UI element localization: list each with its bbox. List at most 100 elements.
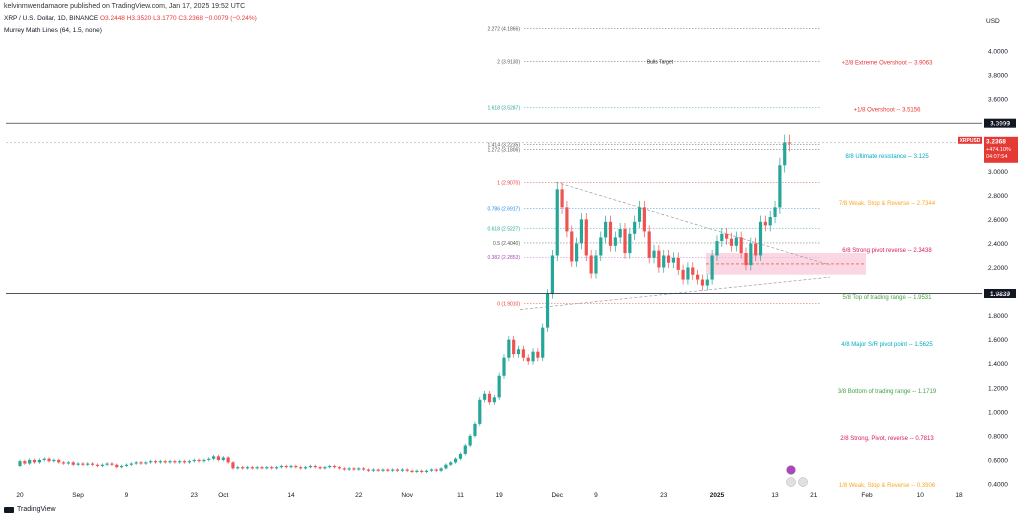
x-tick-label: 13 xyxy=(771,492,779,499)
candle-body xyxy=(357,468,361,470)
candle-body xyxy=(76,463,80,465)
candle-body xyxy=(652,250,656,258)
symbol-badge-label: XRPUSD xyxy=(960,138,981,144)
candle-body xyxy=(666,255,671,263)
x-tick-label: 21 xyxy=(810,492,818,499)
candle-body xyxy=(202,459,206,462)
candle-body xyxy=(110,463,114,465)
candle-body xyxy=(555,189,559,256)
candle-body xyxy=(589,255,593,274)
murrey-level-label: 3/8 Bottom of trading range -- 1.1719 xyxy=(838,389,937,395)
candle-body xyxy=(570,231,574,262)
x-tick-label: Feb xyxy=(861,492,873,499)
candle-body xyxy=(739,237,743,254)
candle-body xyxy=(463,445,467,454)
candle-body xyxy=(255,467,259,469)
candle-body xyxy=(28,459,32,464)
candle-body xyxy=(458,453,463,459)
candle-body xyxy=(32,459,37,463)
candle-body xyxy=(289,465,293,468)
y-tick-label: 3.6000 xyxy=(988,97,1008,104)
candle-body xyxy=(696,274,700,280)
candle-body xyxy=(560,189,564,208)
fib-level-label: 1 (2.9070) xyxy=(497,180,520,186)
candle-body xyxy=(100,464,104,466)
candle-body xyxy=(715,241,719,256)
candle-body xyxy=(57,459,61,463)
murrey-level-label: 6/8 Strong pivot reverse -- 2.3438 xyxy=(842,248,932,254)
y-tick-label: 0.6000 xyxy=(988,457,1008,464)
candle-body xyxy=(584,219,588,256)
event-icon xyxy=(786,465,796,475)
candle-body xyxy=(245,467,250,469)
price-line-value: 3.3999 xyxy=(990,121,1010,128)
x-tick-label: Oct xyxy=(218,492,228,499)
candle-body xyxy=(536,351,540,358)
candle-body xyxy=(410,470,414,472)
publisher-info: kelvinmwendamaore published on TradingVi… xyxy=(4,3,246,10)
price-line-value: 1.9839 xyxy=(990,291,1010,298)
candle-body xyxy=(115,464,119,468)
ohlc-values: O3.2448 H3.3520 L3.1770 C3.2368 −0.0079 … xyxy=(99,15,257,22)
candle-body xyxy=(671,257,675,263)
candle-body xyxy=(575,243,579,262)
candle-body xyxy=(613,237,617,246)
candle-body xyxy=(168,461,172,463)
candle-body xyxy=(173,461,177,463)
candle-body xyxy=(405,469,409,471)
candle-body xyxy=(545,293,550,328)
candle-body xyxy=(720,233,724,242)
candle-body xyxy=(628,233,632,254)
y-tick-label: 2.4000 xyxy=(988,241,1008,248)
candle-body xyxy=(604,221,608,238)
footer-brand: TradingView xyxy=(17,506,56,513)
candle-body xyxy=(37,459,41,463)
candle-body xyxy=(516,349,521,355)
y-tick-label: 1.2000 xyxy=(988,385,1008,392)
candle-body xyxy=(313,465,317,468)
candle-body xyxy=(642,207,646,232)
y-tick-label: 3.8000 xyxy=(988,73,1008,80)
x-tick-label: 22 xyxy=(355,492,363,499)
candle-body xyxy=(231,462,235,469)
candle-body xyxy=(153,461,158,463)
currency-label[interactable]: USD xyxy=(986,18,1000,25)
candle-body xyxy=(178,461,182,463)
candle-body xyxy=(579,219,584,244)
fib-level-label: 0.618 (2.5227) xyxy=(487,227,520,233)
candle-body xyxy=(594,255,598,274)
y-tick-label: 1.8000 xyxy=(988,313,1008,320)
candle-body xyxy=(197,459,201,462)
y-tick-label: 2.6000 xyxy=(988,217,1008,224)
candle-body xyxy=(333,465,337,468)
murrey-level-label: 1/8 Weak, Stop & Reverse -- 0.3906 xyxy=(839,483,936,489)
indicator-legend[interactable]: Murrey Math Lines (64, 1.5, none) xyxy=(4,27,102,34)
candle-body xyxy=(163,461,167,463)
candle-body xyxy=(192,459,196,462)
candle-body xyxy=(241,467,245,469)
candle-body xyxy=(299,467,303,469)
candle-body xyxy=(492,397,496,403)
y-tick-label: 3.4000 xyxy=(988,121,1008,128)
candle-body xyxy=(294,465,298,468)
candle-body xyxy=(303,467,308,469)
fib-level-label: 0.5 (2.4040) xyxy=(493,241,520,247)
candle-body xyxy=(284,465,288,468)
murrey-level-label: 4/8 Major S/R pivot point -- 1.5625 xyxy=(841,342,933,348)
candle-body xyxy=(637,207,642,222)
candle-body xyxy=(386,469,390,471)
symbol-title[interactable]: XRP / U.S. Dollar, 1D, BINANCE xyxy=(4,15,99,22)
candle-body xyxy=(507,339,511,358)
candle-body xyxy=(778,165,782,208)
candle-body xyxy=(608,221,613,246)
footer: TradingView xyxy=(4,506,56,513)
candle-body xyxy=(124,464,129,466)
candle-body xyxy=(158,461,162,463)
candle-body xyxy=(328,465,332,468)
candle-body xyxy=(61,462,66,464)
candle-body xyxy=(250,467,254,469)
candle-body xyxy=(439,468,443,471)
candle-body xyxy=(749,243,753,266)
price-change-value: +474.10% xyxy=(986,147,1011,153)
